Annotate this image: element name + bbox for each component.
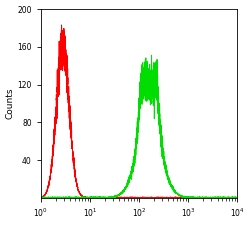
Y-axis label: Counts: Counts (6, 88, 15, 119)
